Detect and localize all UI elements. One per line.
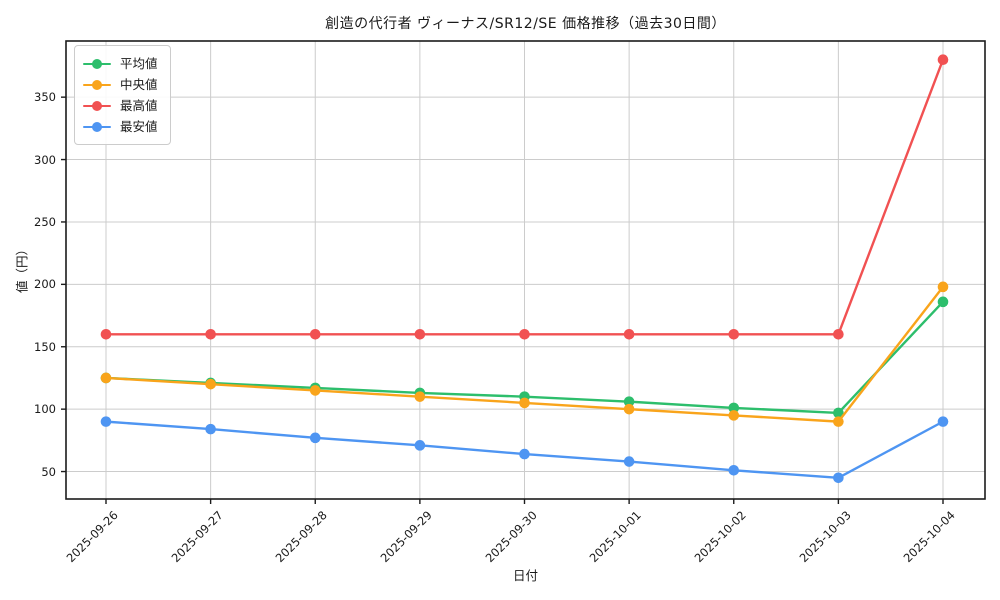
legend-label: 中央値 (120, 77, 158, 92)
data-point-最安値 (833, 472, 844, 484)
y-tick-label: 250 (34, 214, 56, 229)
data-point-平均値 (728, 402, 740, 414)
y-tick-label: 100 (34, 402, 56, 417)
data-point-最安値 (519, 448, 530, 460)
data-point-最高値 (414, 328, 426, 340)
data-point-最安値 (728, 464, 740, 476)
y-tick-label: 50 (41, 464, 56, 479)
data-point-中央値 (623, 403, 635, 415)
data-point-最高値 (623, 328, 635, 340)
legend-dot-icon (92, 121, 102, 132)
legend-item-中央値: 中央値 (83, 74, 158, 95)
legend-marker-icon (83, 100, 111, 111)
data-point-最高値 (100, 328, 112, 340)
data-point-最安値 (205, 423, 216, 435)
data-point-中央値 (309, 385, 321, 396)
data-point-最安値 (623, 456, 635, 467)
data-point-平均値 (623, 396, 635, 407)
data-point-最高値 (728, 328, 740, 340)
legend-label: 最安値 (120, 119, 158, 134)
legend-dot-icon (92, 58, 102, 69)
data-point-平均値 (937, 296, 949, 308)
data-point-中央値 (728, 410, 740, 421)
data-point-中央値 (414, 391, 426, 402)
legend-label: 平均値 (120, 56, 158, 71)
data-point-最高値 (833, 328, 844, 340)
data-point-最安値 (414, 440, 426, 451)
y-tick-label: 200 (34, 277, 56, 292)
data-point-最安値 (100, 416, 112, 427)
legend-marker-icon (83, 121, 111, 132)
legend-item-最高値: 最高値 (83, 95, 158, 116)
data-point-平均値 (833, 407, 844, 419)
data-point-中央値 (937, 281, 949, 293)
data-point-最高値 (937, 54, 949, 66)
legend-marker-icon (83, 79, 111, 90)
y-tick-label: 300 (34, 152, 56, 167)
data-point-最高値 (309, 328, 321, 340)
legend-dot-icon (92, 100, 102, 111)
data-point-中央値 (833, 416, 844, 427)
data-point-中央値 (100, 372, 112, 384)
legend-item-平均値: 平均値 (83, 53, 158, 74)
legend-marker-icon (83, 58, 111, 69)
y-tick-label: 150 (34, 339, 56, 354)
data-point-中央値 (205, 378, 216, 390)
data-point-最高値 (205, 328, 216, 340)
y-tick-label: 350 (34, 90, 56, 105)
data-point-最高値 (519, 328, 530, 340)
legend: 平均値中央値最高値最安値 (74, 45, 171, 145)
legend-dot-icon (92, 79, 102, 90)
data-point-最安値 (309, 432, 321, 444)
x-axis-label: 日付 (512, 568, 538, 583)
legend-label: 最高値 (120, 98, 158, 113)
data-point-最安値 (937, 416, 949, 427)
axes-spines (65, 40, 986, 500)
legend-item-最安値: 最安値 (83, 116, 158, 137)
chart-title: 創造の代行者 ヴィーナス/SR12/SE 価格推移（過去30日間） (325, 16, 726, 32)
data-point-中央値 (519, 397, 530, 409)
